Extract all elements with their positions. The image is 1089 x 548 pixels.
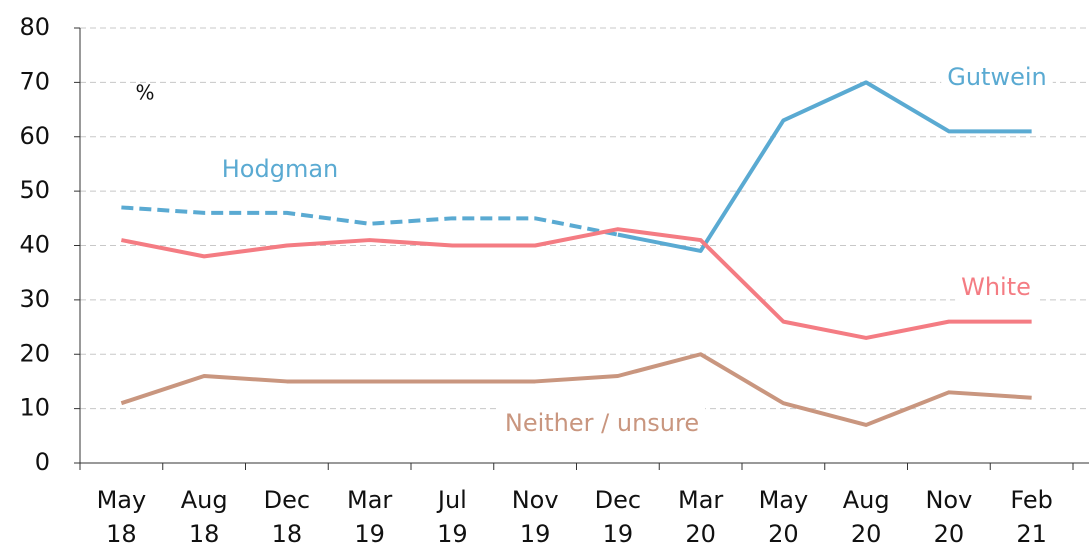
y-axis-label: % [135,81,154,105]
x-tick-label-line: Nov [512,486,559,514]
x-tick-label-line: 19 [603,520,634,548]
series-label-bg [955,271,1037,303]
x-tick-label-line: 20 [851,520,882,548]
y-tick-label: 70 [19,67,50,95]
series-line [120,227,1032,340]
y-tick-label: 80 [19,13,50,41]
x-tick-label: Dec 19 [595,486,641,548]
x-tick-label-line: 18 [106,520,137,548]
x-tick-label-line: 20 [685,520,716,548]
series-label: Gutwein [947,63,1047,91]
x-tick-label: Jul 19 [436,486,468,548]
series-label: White [961,273,1031,301]
x-tick-label: Mar 20 [678,486,723,548]
x-tick-label-line: Mar [678,486,723,514]
series-line [617,80,1032,253]
y-tick-label: 10 [19,394,50,422]
series-label-bg [498,407,706,439]
x-tick-label-line: 20 [934,520,965,548]
series-label: Hodgman [222,155,339,183]
x-tick-label-line: 20 [768,520,799,548]
series-label-bg [215,153,345,185]
series-label-bg [941,61,1053,93]
x-tick-label-line: May [759,486,809,514]
x-tick-label-line: 19 [520,520,551,548]
x-tick-label: Mar 19 [347,486,392,548]
x-tick-label: Aug 20 [843,486,890,548]
y-tick-label: 20 [19,339,50,367]
x-tick-label-line: Dec [264,486,310,514]
x-tick-label-line: 18 [272,520,303,548]
x-tick-label-line: Aug [843,486,890,514]
x-tick-label-line: Mar [347,486,392,514]
y-tick-label: 50 [19,176,50,204]
y-tick-label: 60 [19,122,50,150]
series-label: Neither / unsure [505,409,699,437]
x-tick-label: Aug 18 [181,486,228,548]
x-tick-label-line: 19 [437,520,468,548]
x-tick-label: May 20 [759,486,809,548]
y-tick-label: 40 [19,231,50,259]
x-tick-label-line: 18 [189,520,220,548]
x-tick-label: May 18 [97,486,147,548]
x-tick-label: Nov 20 [925,486,972,548]
x-tick-label-line: Aug [181,486,228,514]
x-tick-label-line: Feb [1010,486,1053,514]
x-tick-label-line: Nov [925,486,972,514]
y-tick-label: 30 [19,285,50,313]
series-line [120,352,1032,427]
x-tick-label: Dec 18 [264,486,310,548]
x-tick-label-line: May [97,486,147,514]
series-line [121,205,619,237]
y-tick-label: 0 [35,448,50,476]
x-tick-label-line: 21 [1016,520,1047,548]
x-tick-label-line: Jul [436,486,467,514]
x-tick-label: Feb 21 [1010,486,1053,548]
x-tick-label-line: Dec [595,486,641,514]
x-tick-label: Nov 19 [512,486,559,548]
x-tick-label-line: 19 [354,520,385,548]
